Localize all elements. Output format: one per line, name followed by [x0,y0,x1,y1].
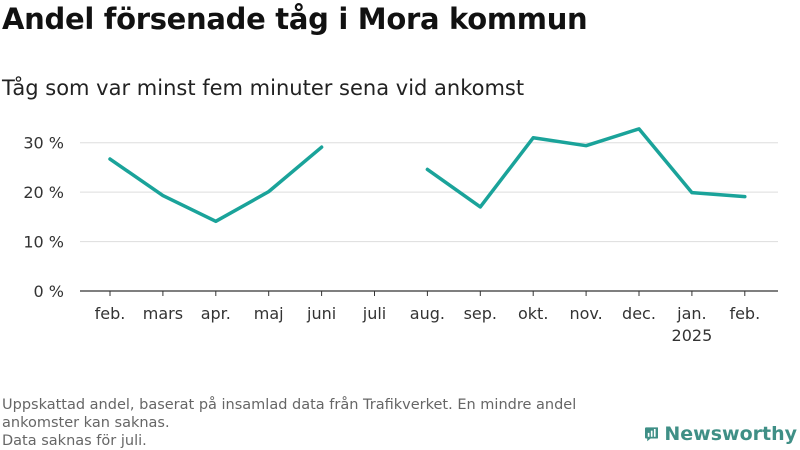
x-tick-label-7: sep. [464,304,497,323]
y-tick-label-30: 30 % [23,134,64,153]
logo-text: Newsworthy [664,423,797,445]
x-tick-label-6: aug. [410,304,445,323]
x-tick-label-8: okt. [518,304,548,323]
x-tick-label-1: mars [143,304,183,323]
y-tick-label-20: 20 % [23,183,64,202]
x-tick-label-4: juni [306,304,336,323]
line-chart: 0 % 10 % 20 % 30 % feb. mars apr. maj juni juli au… [23,127,778,345]
x-tick-label-3: maj [254,304,284,323]
chart-subtitle: Tåg som var minst fem minuter sena vid a… [2,76,525,100]
x-tick-label-11: jan. 2025 [672,304,713,345]
x-tick-label-12: feb. [729,304,760,323]
series-line-segment-1 [425,127,747,209]
x-tick-label-2: apr. [201,304,231,323]
chart-title: Andel försenade tåg i Mora kommun [2,2,588,36]
x-tick-label-5: juli [362,304,386,323]
x-tick-label-10: dec. [622,304,656,323]
newsworthy-logo: Newsworthy [645,419,797,449]
series-line-segment-0 [108,145,324,224]
y-tick-label-0: 0 % [34,282,64,301]
footnote: Uppskattad andel, baserat på insamlad da… [2,396,642,450]
newsworthy-chart-icon [645,427,659,442]
x-tick-label-0: feb. [95,304,126,323]
x-tick-label-9: nov. [569,304,602,323]
footnote-line-source: Uppskattad andel, baserat på insamlad da… [2,397,577,431]
y-tick-label-10: 10 % [23,233,64,252]
footnote-line-missing: Data saknas för juli. [2,433,147,449]
